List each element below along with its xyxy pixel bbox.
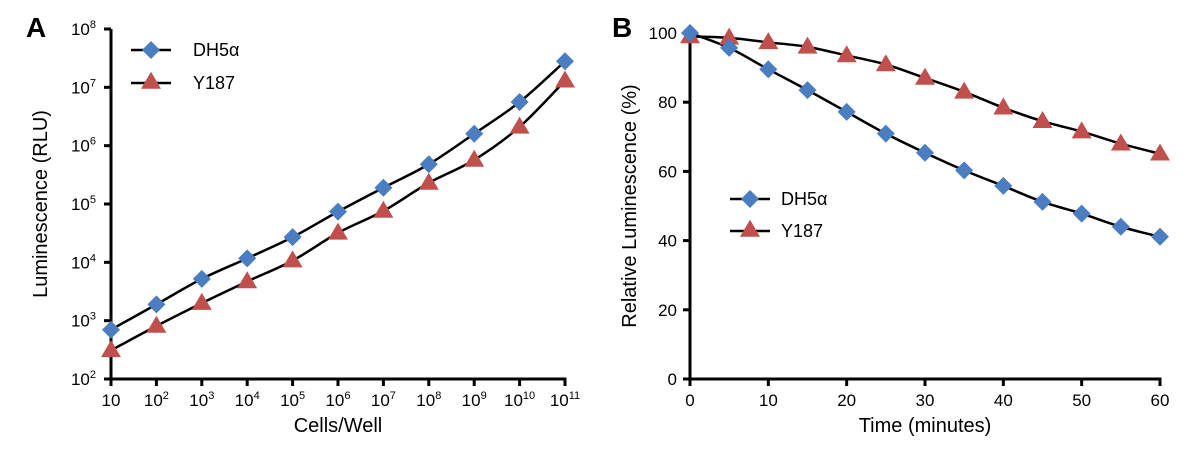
legend-triangle-marker <box>141 71 161 89</box>
panel-a: A 102 103 104 105 106 107 108 10 102 103 104 105 10… <box>26 12 580 437</box>
panel-a-x-tick-label: 105 <box>280 390 305 410</box>
panel-a-point-y187 <box>237 271 258 289</box>
panel-a-legend: DH5α Y187 <box>131 40 239 93</box>
panel-b-x-tick-label: 0 <box>685 391 694 410</box>
panel-a-y-tick-label: 106 <box>71 136 96 156</box>
panel-b-point-dh5a <box>720 38 739 57</box>
panel-b-point-y187 <box>719 27 740 45</box>
panel-a-point-dh5a <box>102 320 120 339</box>
panel-b-point-dh5a <box>876 124 895 143</box>
panel-b-point-dh5a <box>955 161 974 180</box>
panel-b-x-tick-label: 60 <box>1151 391 1170 410</box>
panel-a-point-y187 <box>418 172 439 190</box>
panel-a-point-dh5a <box>283 228 302 247</box>
panel-b-x-tick-label: 30 <box>916 391 935 410</box>
panel-b-y-tick-label: 0 <box>668 370 677 389</box>
panel-b-x-tick-label: 10 <box>759 391 778 410</box>
panel-b-point-y187 <box>1150 143 1170 161</box>
panel-b-point-dh5a <box>837 102 856 121</box>
panel-a-y-tick-label: 102 <box>71 369 96 389</box>
panel-a-x-tick-label: 102 <box>144 390 169 410</box>
panel-a-x-tick-label: 106 <box>325 390 350 410</box>
panel-a-x-tick-label: 109 <box>462 390 487 410</box>
panel-b-legend: DH5α Y187 <box>730 189 827 241</box>
panel-b-point-dh5a <box>798 81 817 100</box>
panel-b-y-tick-label: 20 <box>658 301 677 320</box>
panel-a-y-axis-title: Luminescence (RLU) <box>30 110 52 298</box>
panel-b-point-dh5a <box>1033 192 1052 211</box>
panel-a-point-y187 <box>373 200 394 218</box>
panel-a-point-y187 <box>191 292 212 310</box>
panel-b-point-y187 <box>875 54 896 72</box>
panel-b-point-y187 <box>1110 133 1131 151</box>
panel-a-x-tick-label: 103 <box>189 390 214 410</box>
panel-a-point-dh5a <box>465 124 484 143</box>
panel-b-y-tick-label: 40 <box>658 232 677 251</box>
legend-label: DH5α <box>193 40 239 60</box>
panel-b-point-y187 <box>1032 111 1053 129</box>
panel-b-point-dh5a <box>759 60 778 79</box>
legend-label: DH5α <box>781 189 827 209</box>
panel-b-point-y187 <box>1071 121 1092 139</box>
panel-a-x-tick-label: 10 <box>102 391 121 410</box>
panel-a-x-tick-label: 1011 <box>550 390 580 410</box>
panel-a-point-y187 <box>509 116 530 134</box>
panel-a-point-y187 <box>101 340 121 358</box>
panel-a-point-y187 <box>282 250 303 268</box>
panel-a-point-dh5a <box>329 202 347 221</box>
panel-a-y-tick-label: 105 <box>71 194 96 214</box>
panel-a-label: A <box>26 12 46 43</box>
panel-a-point-dh5a <box>192 269 211 288</box>
panel-b-x-tick-label: 50 <box>1072 391 1091 410</box>
panel-b-point-dh5a <box>1072 204 1091 223</box>
panel-a-x-tick-label: 108 <box>416 390 441 410</box>
panel-a-x-tick-label: 1010 <box>504 390 535 410</box>
panel-b-point-dh5a <box>681 24 699 42</box>
panel-b-point-dh5a <box>916 143 934 162</box>
panel-a-y-tick-label: 108 <box>71 19 96 39</box>
panel-a-y-tick-label: 104 <box>71 252 96 272</box>
panel-b-x-axis-title: Time (minutes) <box>859 415 992 437</box>
panel-a-point-dh5a <box>419 155 438 174</box>
panel-b-y-tick-label: 100 <box>649 24 677 43</box>
panel-b-y-axis-title: Relative Luminescence (%) <box>619 84 641 327</box>
panel-a-x-axis-title: Cells/Well <box>294 415 383 437</box>
panel-a-point-y187 <box>328 222 348 240</box>
panel-a-point-y187 <box>146 315 167 333</box>
panel-b-y-tick-label: 60 <box>658 162 677 181</box>
panel-a-series-line-dh5a <box>110 60 566 331</box>
panel-a-point-dh5a <box>510 93 529 112</box>
legend-label: Y187 <box>193 73 235 93</box>
panel-b-point-y187 <box>836 45 857 63</box>
legend-label: Y187 <box>781 221 823 241</box>
panel-b-point-y187 <box>915 67 935 85</box>
panel-a-x-tick-label: 107 <box>371 390 396 410</box>
panel-b-point-y187 <box>954 81 975 99</box>
panel-b-point-dh5a <box>994 176 1013 195</box>
panel-b-point-y187 <box>758 32 779 50</box>
legend-diamond-marker <box>741 190 759 208</box>
panel-a-y-tick-label: 103 <box>71 311 96 331</box>
panel-b-point-y187 <box>993 97 1014 115</box>
panel-a-point-dh5a <box>147 295 166 314</box>
panel-a-y-tick-label: 107 <box>71 77 96 97</box>
panel-a-point-dh5a <box>238 249 257 268</box>
panel-b-x-tick-label: 40 <box>994 391 1013 410</box>
panel-b: B 0 20 40 60 80 100 0 10 20 30 40 50 60 Time (minut… <box>612 12 1170 437</box>
panel-b-point-y187 <box>797 36 818 54</box>
panel-b-y-tick-label: 80 <box>658 93 677 112</box>
panel-a-point-dh5a <box>556 52 574 71</box>
panel-b-x-tick-label: 20 <box>837 391 856 410</box>
panel-b-point-dh5a <box>1151 227 1169 246</box>
legend-triangle-marker <box>740 219 760 237</box>
panel-b-point-dh5a <box>1111 217 1130 236</box>
legend-diamond-marker <box>142 41 160 59</box>
panel-a-point-y187 <box>555 70 575 88</box>
panel-a-point-dh5a <box>374 178 393 197</box>
panel-a-point-y187 <box>464 149 485 167</box>
panel-a-x-tick-label: 104 <box>235 390 260 410</box>
panel-b-label: B <box>612 12 632 43</box>
